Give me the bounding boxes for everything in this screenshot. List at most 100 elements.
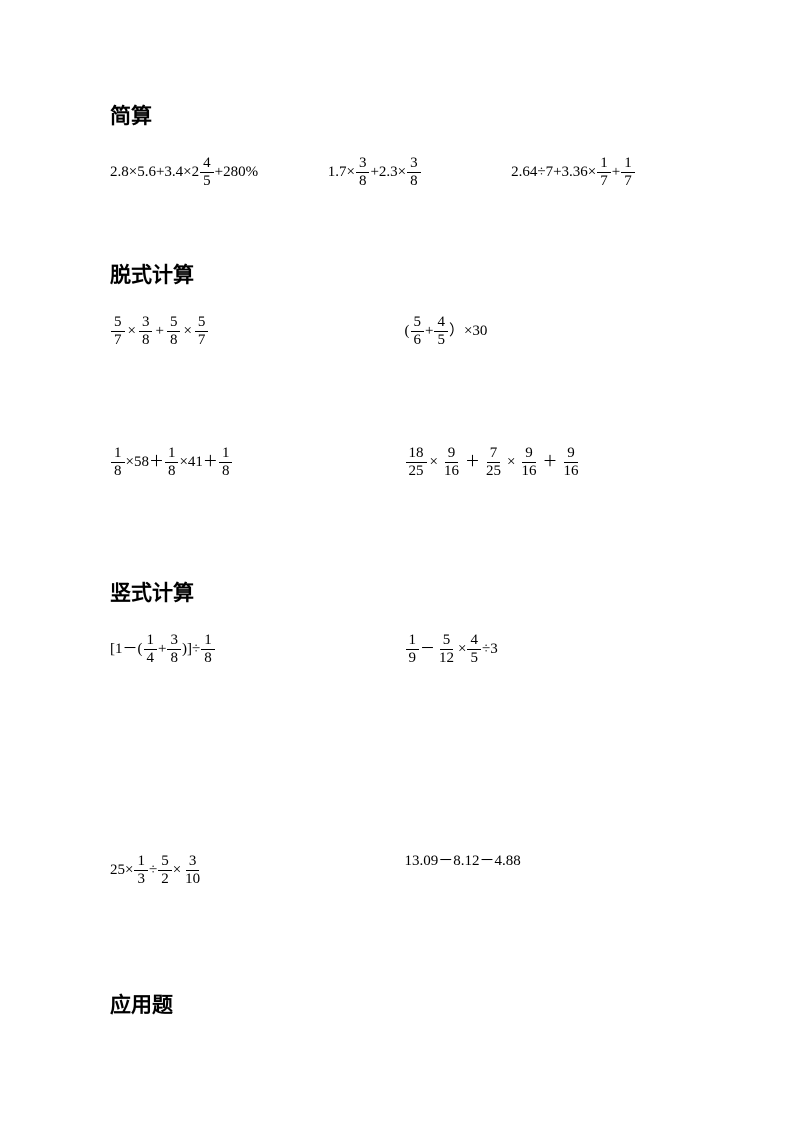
denominator: 8: [201, 650, 215, 666]
s3-problem-2: 1 9 － 5 12 × 4 5 ÷3: [397, 633, 684, 666]
numerator: 3: [407, 156, 421, 173]
denominator: 7: [111, 332, 125, 348]
expr-text: (: [405, 324, 410, 339]
fraction: 1 8: [201, 633, 215, 666]
fraction: 5 12: [436, 633, 457, 666]
expr-text: 1.7×: [328, 165, 355, 180]
numerator: 9: [445, 446, 459, 463]
heading-section-3: 竖式计算: [110, 577, 683, 607]
denominator: 12: [436, 650, 457, 666]
heading-section-4: 应用题: [110, 989, 683, 1019]
s2-problem-2: ( 5 6 + 4 5 ）×30: [397, 315, 684, 348]
expr-text: +280%: [215, 165, 258, 180]
operator: ＋: [542, 455, 557, 470]
denominator: 4: [144, 650, 158, 666]
expr-text: +: [158, 642, 166, 657]
s3-problem-3: 25× 1 3 ÷ 5 2 × 3 10: [110, 854, 397, 887]
heading-section-1: 简算: [110, 100, 683, 130]
denominator: 25: [406, 463, 427, 479]
denominator: 9: [406, 650, 420, 666]
s1-problem-3: 2.64÷7+3.36× 1 7 + 1 7: [511, 156, 683, 189]
fraction: 5 7: [195, 315, 209, 348]
numerator: 5: [111, 315, 125, 332]
expr-text: ÷3: [482, 642, 498, 657]
expr-text: +: [612, 165, 620, 180]
expr-text: )]÷: [182, 642, 200, 657]
denominator: 16: [441, 463, 462, 479]
fraction: 9 16: [441, 446, 462, 479]
numerator: 5: [440, 633, 454, 650]
numerator: 4: [467, 633, 481, 650]
denominator: 2: [158, 871, 172, 887]
numerator: 5: [158, 854, 172, 871]
denominator: 10: [182, 871, 203, 887]
section-1-row: 2.8×5.6+3.4×2 4 5 +280% 1.7× 3 8 +2.3×: [110, 156, 683, 189]
page: 简算 2.8×5.6+3.4×2 4 5 +280% 1.7× 3 8: [0, 0, 793, 1105]
fraction: 9 16: [518, 446, 539, 479]
expr-text: ×: [173, 863, 181, 878]
mixed-fraction: 4 5: [199, 156, 215, 189]
operator: ＋: [465, 455, 480, 470]
fraction: 7 25: [483, 446, 504, 479]
denominator: 16: [518, 463, 539, 479]
numerator: 1: [111, 446, 125, 463]
numerator: 7: [487, 446, 501, 463]
expr-text: 25×: [110, 863, 133, 878]
denominator: 7: [195, 332, 209, 348]
denominator: 25: [483, 463, 504, 479]
section-3-row-2: 25× 1 3 ÷ 5 2 × 3 10 13.09－8.12－4.88: [110, 854, 683, 887]
expr-text: ）×30: [449, 324, 487, 339]
fraction: 1 7: [621, 156, 635, 189]
numerator: 4: [434, 315, 448, 332]
fraction: 18 25: [406, 446, 427, 479]
numerator: 9: [564, 446, 578, 463]
fraction: 4 5: [200, 156, 214, 189]
s2-problem-3: 1 8 ×58＋ 1 8 ×41＋ 1 8: [110, 446, 397, 479]
numerator: 1: [406, 633, 420, 650]
denominator: 8: [219, 463, 233, 479]
numerator: 18: [406, 446, 427, 463]
numerator: 1: [134, 854, 148, 871]
heading-section-2: 脱式计算: [110, 259, 683, 289]
s1-problem-1: 2.8×5.6+3.4×2 4 5 +280%: [110, 156, 328, 189]
numerator: 3: [186, 854, 200, 871]
fraction: 3 8: [139, 315, 153, 348]
denominator: 5: [467, 650, 481, 666]
fraction: 5 6: [411, 315, 425, 348]
numerator: 3: [167, 633, 181, 650]
numerator: 9: [522, 446, 536, 463]
fraction: 1 9: [406, 633, 420, 666]
expr-text: 2.8×5.6+3.4×2: [110, 165, 199, 180]
fraction: 3 10: [182, 854, 203, 887]
section-3-row-1: [1－( 1 4 + 3 8 )]÷ 1 8 1: [110, 633, 683, 666]
fraction: 3 8: [167, 633, 181, 666]
denominator: 16: [560, 463, 581, 479]
numerator: 4: [200, 156, 214, 173]
operator: ×: [183, 324, 191, 339]
numerator: 1: [165, 446, 179, 463]
denominator: 8: [165, 463, 179, 479]
fraction: 3 8: [407, 156, 421, 189]
denominator: 8: [356, 173, 370, 189]
denominator: 3: [134, 871, 148, 887]
expr-text: －: [420, 642, 435, 657]
denominator: 7: [621, 173, 635, 189]
numerator: 1: [621, 156, 635, 173]
fraction: 1 8: [165, 446, 179, 479]
expr-text: 2.64÷7+3.36×: [511, 165, 596, 180]
denominator: 8: [139, 332, 153, 348]
numerator: 1: [219, 446, 233, 463]
fraction: 4 5: [434, 315, 448, 348]
numerator: 1: [597, 156, 611, 173]
operator: ×: [507, 455, 515, 470]
denominator: 8: [111, 463, 125, 479]
operator: ×: [128, 324, 136, 339]
denominator: 7: [597, 173, 611, 189]
expr-text: [1－(: [110, 642, 143, 657]
fraction: 5 7: [111, 315, 125, 348]
fraction: 5 8: [167, 315, 181, 348]
expr-text: ×: [458, 642, 466, 657]
fraction: 1 4: [144, 633, 158, 666]
denominator: 8: [167, 332, 181, 348]
operator: +: [155, 324, 163, 339]
